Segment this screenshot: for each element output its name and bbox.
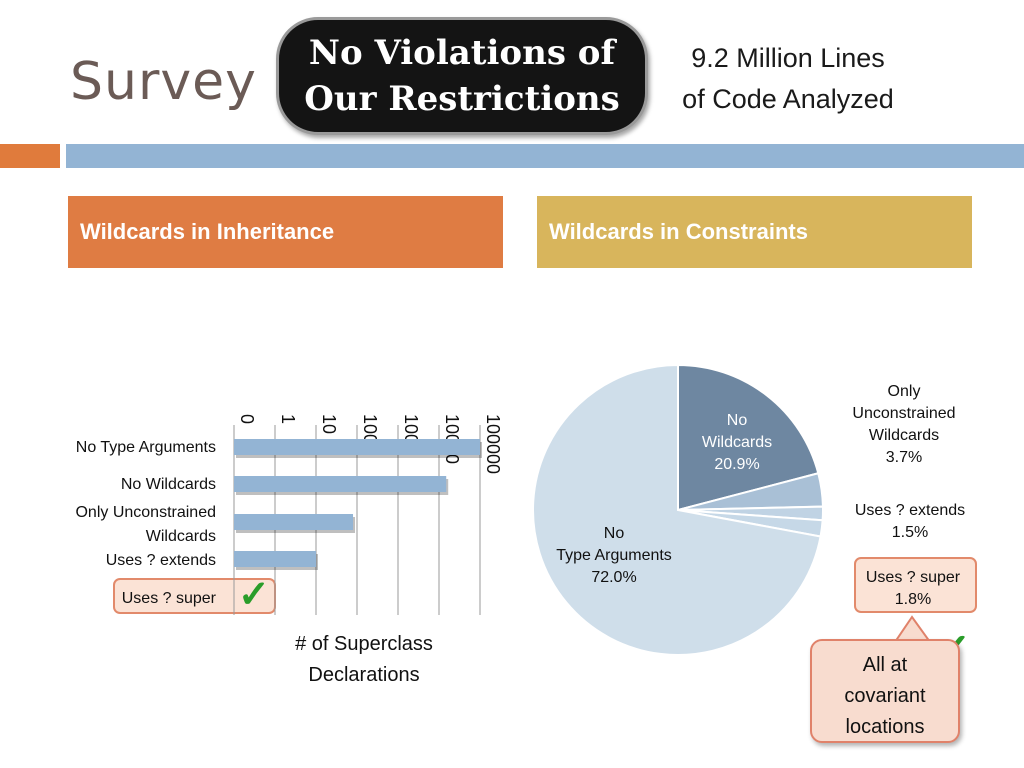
callout-line-1: All at bbox=[862, 654, 908, 676]
bar-tick-label: 100000 bbox=[483, 414, 503, 474]
bar-chart-xlabel-line-2: Declarations bbox=[308, 664, 419, 686]
bar-category-label: Only Unconstrained bbox=[75, 504, 216, 521]
pie-label: Wildcards bbox=[869, 427, 939, 444]
pie-label: 3.7% bbox=[886, 449, 922, 466]
bar-chart-xlabel-line-1: # of Superclass bbox=[295, 633, 433, 655]
bar bbox=[234, 551, 316, 567]
bar bbox=[234, 439, 480, 455]
pie-chart bbox=[532, 363, 825, 656]
section-heading-inheritance: Wildcards in Inheritance bbox=[68, 196, 503, 268]
bar-tick-label: 0 bbox=[237, 414, 257, 424]
badge-line-1: No Violations of bbox=[308, 33, 616, 73]
bar-chart-ticks: 0110100100010000100000 bbox=[237, 414, 503, 474]
bar-chart-categories: No Type Arguments No Wildcards Only Uncons… bbox=[75, 439, 216, 607]
section-heading-constraints: Wildcards in Constraints bbox=[537, 196, 972, 268]
pie-label: Uses ? extends bbox=[855, 502, 965, 519]
bar-category-label: Wildcards bbox=[146, 528, 216, 545]
pie-slice bbox=[677, 363, 820, 512]
pie-label: 1.5% bbox=[892, 524, 928, 541]
lines-analyzed-line-2: of Code Analyzed bbox=[682, 84, 894, 114]
pie-label: Unconstrained bbox=[852, 405, 955, 422]
bar-category-label: No Type Arguments bbox=[76, 439, 216, 456]
lines-analyzed-line-1: 9.2 Million Lines bbox=[691, 43, 885, 73]
no-violations-badge: No Violations of Our Restrictions bbox=[276, 17, 648, 135]
pie-label: Only bbox=[888, 383, 921, 400]
pie-label: No bbox=[727, 412, 748, 429]
pie-label: 20.9% bbox=[714, 456, 759, 473]
pie-chart-labels: No Wildcards 20.9% Only Unconstrained Wildcar… bbox=[556, 383, 965, 608]
callout-line-2: covariant bbox=[844, 685, 926, 707]
pie-label: Wildcards bbox=[702, 434, 772, 451]
bar-tick-label: 100 bbox=[360, 414, 380, 444]
bar bbox=[234, 514, 354, 530]
uses-super-pie-highlight bbox=[854, 557, 977, 613]
bar-category-label: Uses ? extends bbox=[106, 552, 216, 569]
pie-label: No bbox=[604, 525, 625, 542]
bar-tick-label: 10 bbox=[319, 414, 339, 434]
callout-line-3: locations bbox=[845, 716, 925, 738]
bar-category-label: No Wildcards bbox=[121, 476, 216, 493]
covariant-callout: All at covariant locations bbox=[810, 639, 960, 743]
badge-line-2: Our Restrictions bbox=[304, 79, 620, 119]
bar bbox=[234, 476, 447, 492]
lines-analyzed-text: 9.2 Million Lines of Code Analyzed bbox=[650, 38, 926, 120]
pie-slice bbox=[532, 363, 822, 656]
bar-chart-bars bbox=[234, 439, 482, 570]
pie-label: 1.8% bbox=[895, 591, 931, 608]
pie-label: Uses ? super bbox=[866, 569, 961, 586]
header-rule bbox=[66, 144, 1024, 168]
pie-label: Type Arguments bbox=[556, 547, 672, 564]
bar-category-label: Uses ? super bbox=[122, 590, 217, 607]
bar-tick-label: 1 bbox=[278, 414, 298, 424]
pie-label: 72.0% bbox=[591, 569, 636, 586]
check-icon: ✓ bbox=[238, 574, 270, 616]
header-rule-accent bbox=[0, 144, 60, 168]
slide-title: Survey bbox=[70, 52, 257, 112]
